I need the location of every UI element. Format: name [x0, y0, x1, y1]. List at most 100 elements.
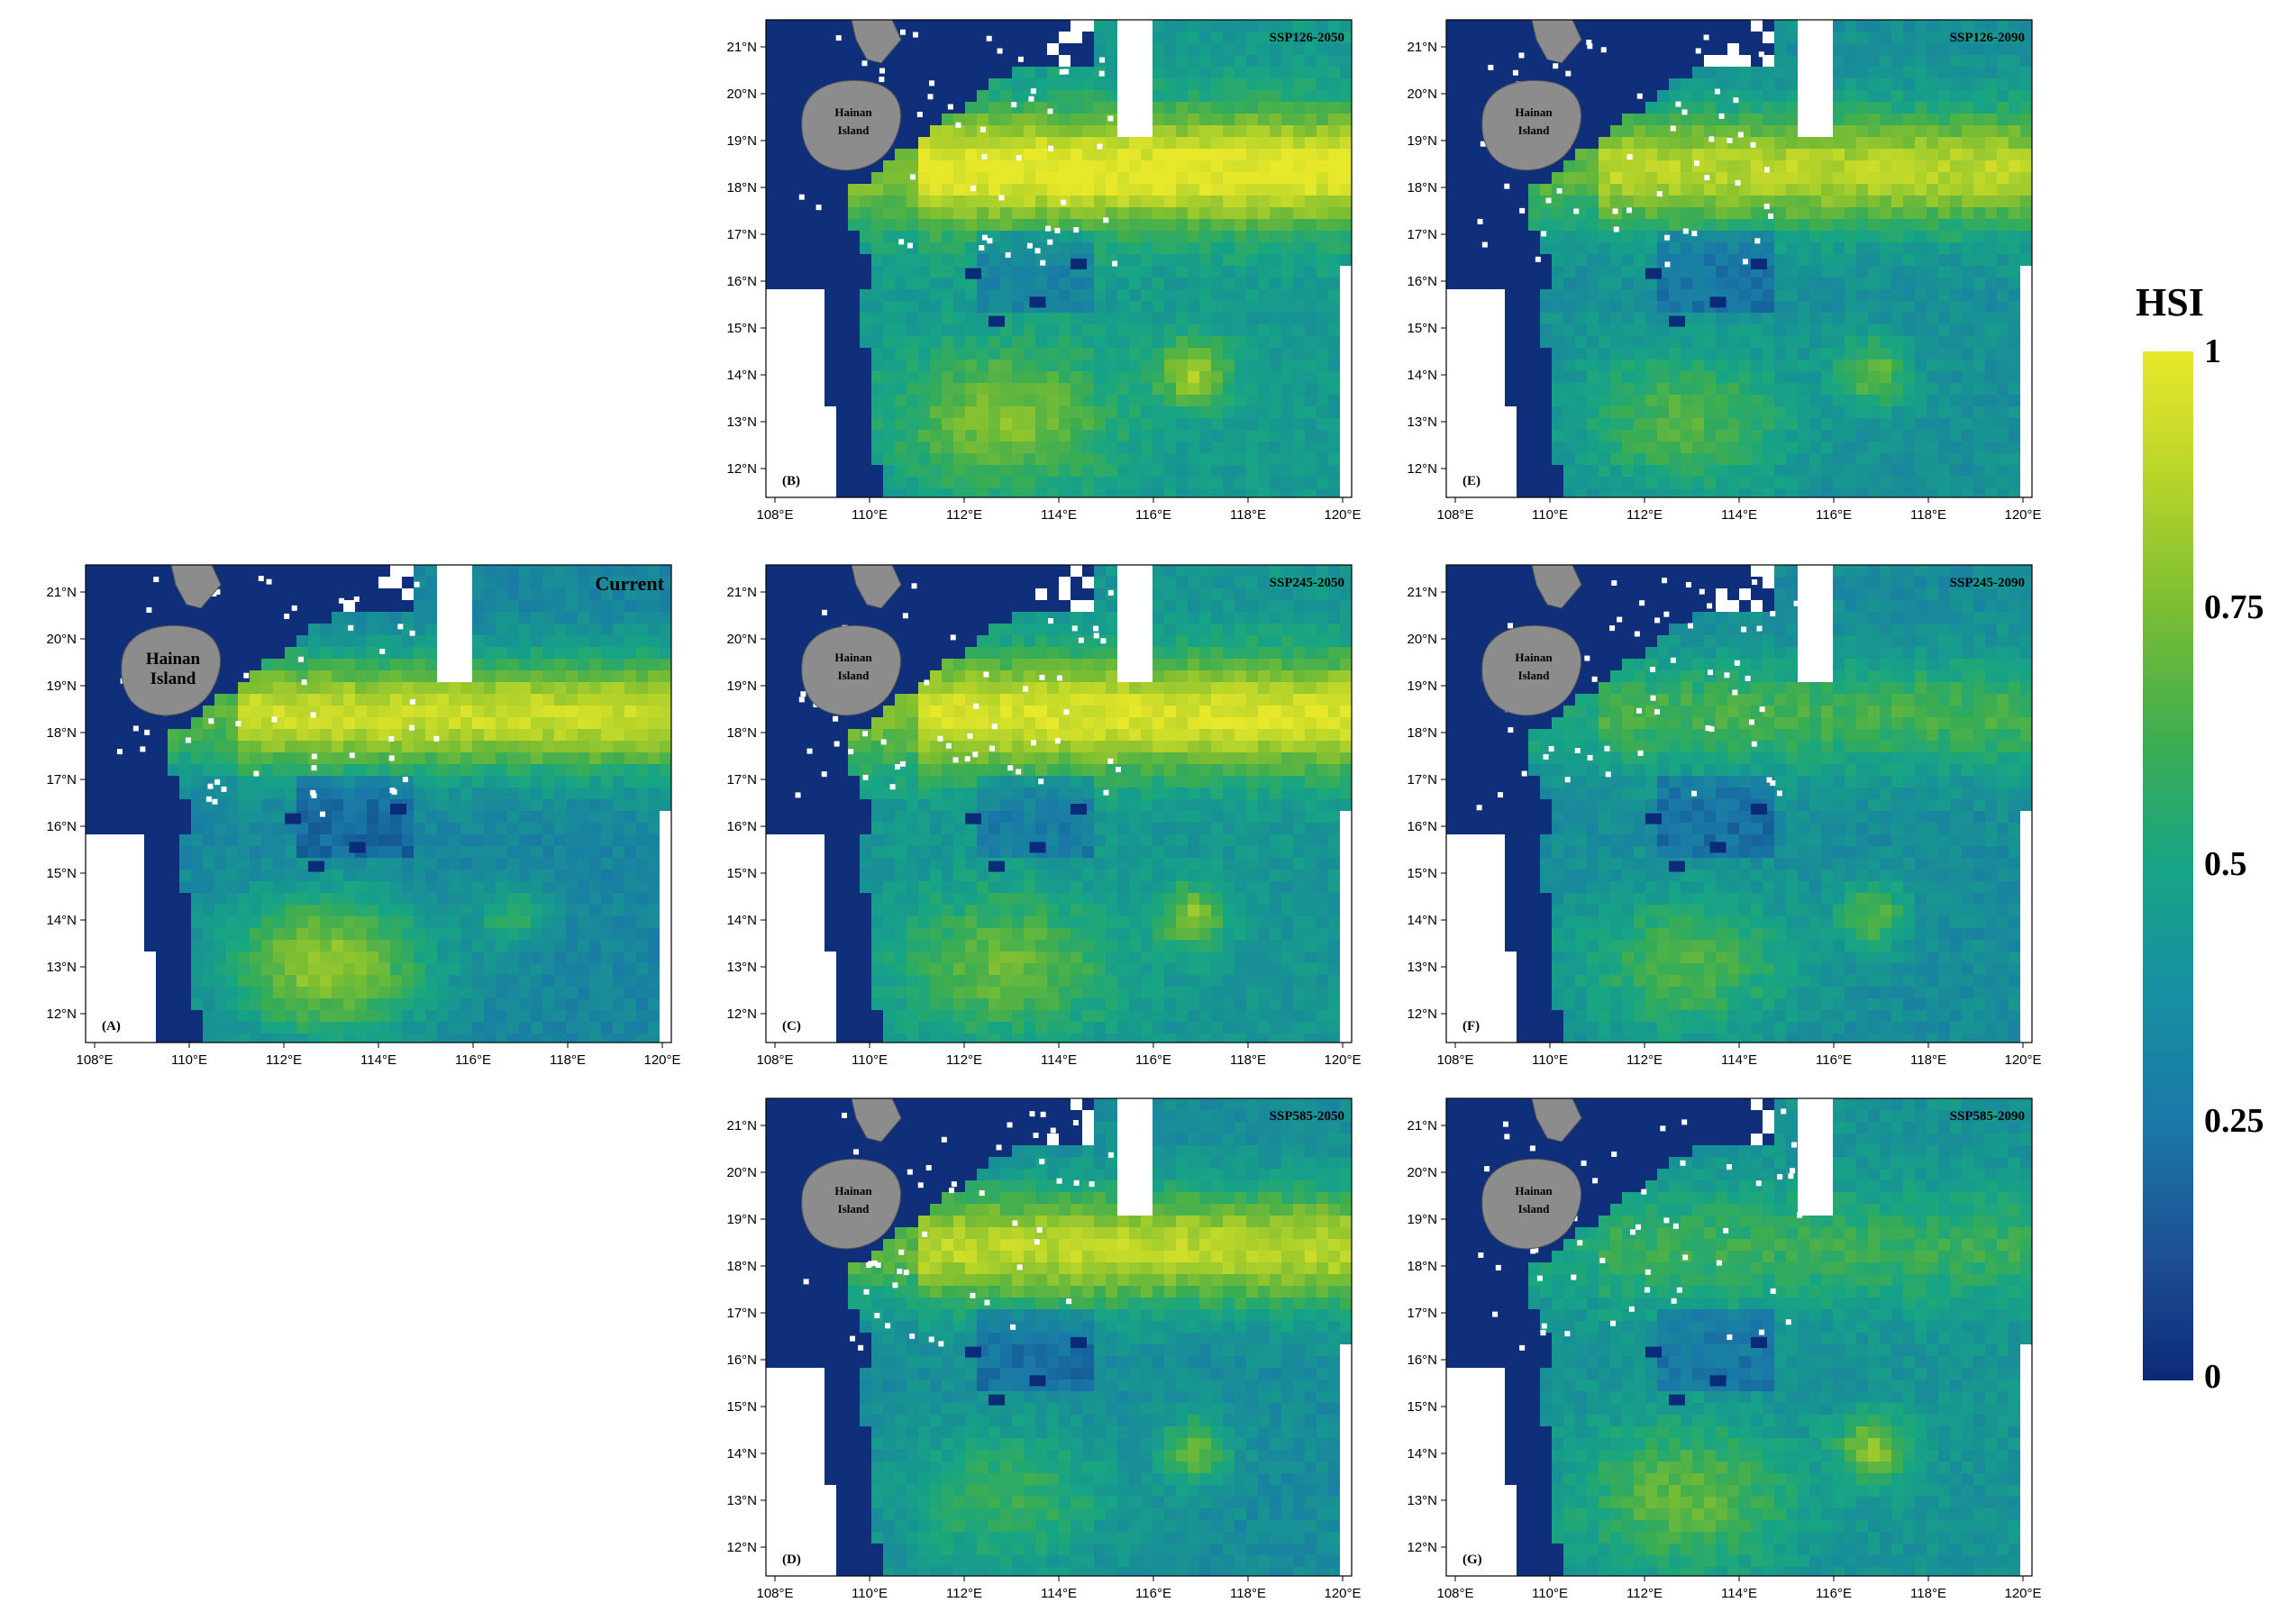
- lat-tick-label: 19°N: [1407, 1212, 1437, 1227]
- lon-tick-label: 120°E: [1324, 1052, 1361, 1068]
- lat-tick-label: 20°N: [726, 1165, 757, 1180]
- lat-tick-label: 19°N: [726, 678, 757, 694]
- panel-tag: (G): [1462, 1553, 1482, 1567]
- map-svg: Hainan Island 108°E 110°E 112°E 114°E 116°E 118…: [726, 1097, 1362, 1601]
- lat-tick-label: 19°N: [726, 1212, 757, 1227]
- lat-tick-label: 18°N: [726, 725, 757, 741]
- lon-tick-label: 110°E: [1532, 1052, 1568, 1068]
- map-panel-ssp245-2090: Hainan Island 108°E 110°E 112°E 114°E 116°E 118…: [1379, 554, 2045, 1086]
- lat-tick-label: 13°N: [1407, 414, 1437, 430]
- island-label-line1: Hainan: [1515, 651, 1553, 664]
- panel-tag: (A): [102, 1019, 121, 1034]
- lon-tick-label: 118°E: [1910, 1052, 1946, 1068]
- lon-tick-label: 114°E: [1721, 1586, 1757, 1601]
- legend-tick-05: 0.5: [2204, 845, 2247, 883]
- island-label-line1: Hainan: [834, 105, 872, 119]
- lon-tick-label: 110°E: [852, 1586, 888, 1601]
- map-panel-ssp126-2090: Hainan Island 108°E 110°E 112°E 114°E 116°E 118…: [1379, 9, 2045, 541]
- lat-tick-label: 21°N: [1407, 1118, 1437, 1134]
- island-label-line2: Island: [838, 669, 870, 682]
- lat-tick-label: 16°N: [726, 819, 757, 834]
- legend-tick-0: 0: [2204, 1358, 2221, 1396]
- mainland-shape: [851, 565, 902, 609]
- lat-tick-label: 20°N: [1407, 1165, 1437, 1180]
- lat-tick-label: 17°N: [726, 227, 757, 242]
- mainland-shape: [851, 1098, 902, 1143]
- lat-tick-label: 20°N: [1407, 87, 1437, 102]
- hsi-raster: [86, 565, 671, 1043]
- lat-tick-label: 14°N: [726, 368, 757, 383]
- lat-tick-label: 13°N: [726, 960, 757, 975]
- panel-title: Current: [595, 572, 664, 595]
- map-panel-ssp585-2050: Hainan Island 108°E 110°E 112°E 114°E 116°E 118…: [698, 1088, 1365, 1619]
- panel-title: SSP245-2090: [1950, 576, 2025, 590]
- lon-tick-label: 108°E: [756, 1586, 793, 1601]
- lon-tick-label: 112°E: [1626, 507, 1663, 523]
- map-svg: Hainan Island 108°E 110°E 112°E 114°E 116°E 118…: [726, 564, 1362, 1068]
- lat-tick-label: 16°N: [726, 1352, 757, 1368]
- lat-tick-label: 15°N: [1407, 321, 1437, 336]
- legend-tick-075: 0.75: [2204, 588, 2264, 626]
- lon-tick-label: 110°E: [1532, 1586, 1568, 1601]
- map-svg: Hainan Island 108°E 110°E 112°E 114°E 116°E 118…: [726, 19, 1362, 523]
- lat-tick-label: 16°N: [1407, 1352, 1437, 1368]
- lat-tick-label: 18°N: [46, 725, 77, 741]
- lat-tick-label: 14°N: [1407, 1446, 1437, 1462]
- panel-tag: (D): [782, 1553, 801, 1567]
- lat-tick-label: 12°N: [726, 1540, 757, 1555]
- lat-tick-label: 17°N: [726, 1306, 757, 1321]
- map-svg: Hainan Island 108°E 110°E 112°E 114°E 116°E 118…: [1407, 564, 2042, 1068]
- lat-tick-label: 21°N: [1407, 585, 1437, 600]
- lon-tick-label: 116°E: [455, 1052, 491, 1068]
- hainan-island-shape: [801, 1158, 902, 1250]
- lat-tick-label: 19°N: [726, 133, 757, 149]
- hsi-colorbar-legend: HSI 1 0.75 0.5 0.25 0: [2127, 270, 2289, 1406]
- lon-tick-label: 110°E: [852, 507, 888, 523]
- island-label-line2: Island: [838, 123, 870, 137]
- island-label-line1: Hainan: [834, 651, 872, 664]
- panel-tag: (C): [782, 1019, 801, 1034]
- hainan-island-shape: [1481, 79, 1582, 171]
- hsi-raster: [1446, 1098, 2032, 1576]
- hainan-island-shape: [1481, 624, 1582, 716]
- lat-tick-label: 15°N: [726, 866, 757, 881]
- legend-color-ramp: [2143, 351, 2193, 1380]
- lat-tick-label: 21°N: [726, 1118, 757, 1134]
- lon-tick-label: 108°E: [1436, 1052, 1473, 1068]
- lon-tick-label: 118°E: [1230, 1052, 1266, 1068]
- lon-tick-label: 110°E: [852, 1052, 888, 1068]
- lat-tick-label: 14°N: [726, 1446, 757, 1462]
- hainan-island-shape: [801, 624, 902, 716]
- lon-tick-label: 108°E: [1436, 507, 1473, 523]
- panel-tag: (E): [1462, 474, 1481, 488]
- panel-tag: (B): [782, 474, 800, 488]
- lon-tick-label: 120°E: [2004, 1052, 2041, 1068]
- hainan-island-shape: [121, 624, 222, 716]
- island-label-line2: Island: [1518, 669, 1550, 682]
- lon-tick-label: 116°E: [1816, 1052, 1852, 1068]
- lat-tick-label: 12°N: [1407, 1006, 1437, 1022]
- lon-tick-label: 108°E: [756, 507, 793, 523]
- legend-title: HSI: [2136, 280, 2204, 324]
- lat-tick-label: 20°N: [726, 632, 757, 647]
- mainland-shape: [851, 20, 902, 64]
- lat-tick-label: 19°N: [1407, 133, 1437, 149]
- panel-title: SSP126-2090: [1950, 31, 2025, 45]
- map-svg: Hainan Island 108°E 110°E 112°E 114°E 116°E 118…: [1407, 1097, 2042, 1601]
- lon-tick-label: 118°E: [1230, 507, 1266, 523]
- hsi-raster: [1446, 20, 2032, 497]
- map-svg: Hainan Island 108°E 110°E 112°E 114°E 116°E 118…: [1407, 19, 2042, 523]
- lat-tick-label: 15°N: [726, 321, 757, 336]
- lon-tick-label: 110°E: [171, 1052, 207, 1068]
- lat-tick-label: 16°N: [1407, 819, 1437, 834]
- panel-title: SSP126-2050: [1270, 31, 1344, 45]
- map-panel-ssp126-2050: Hainan Island 108°E 110°E 112°E 114°E 116°E 118…: [698, 9, 1365, 541]
- lat-tick-label: 15°N: [726, 1399, 757, 1415]
- lat-tick-label: 17°N: [1407, 772, 1437, 788]
- lat-tick-label: 13°N: [726, 414, 757, 430]
- lat-tick-label: 18°N: [1407, 180, 1437, 196]
- lon-tick-label: 112°E: [946, 1052, 982, 1068]
- lat-tick-label: 14°N: [46, 913, 77, 928]
- lon-tick-label: 120°E: [2004, 507, 2041, 523]
- map-panel-current: Hainan Island 108°E 110°E 112°E 114°E 116°E 118…: [18, 554, 685, 1086]
